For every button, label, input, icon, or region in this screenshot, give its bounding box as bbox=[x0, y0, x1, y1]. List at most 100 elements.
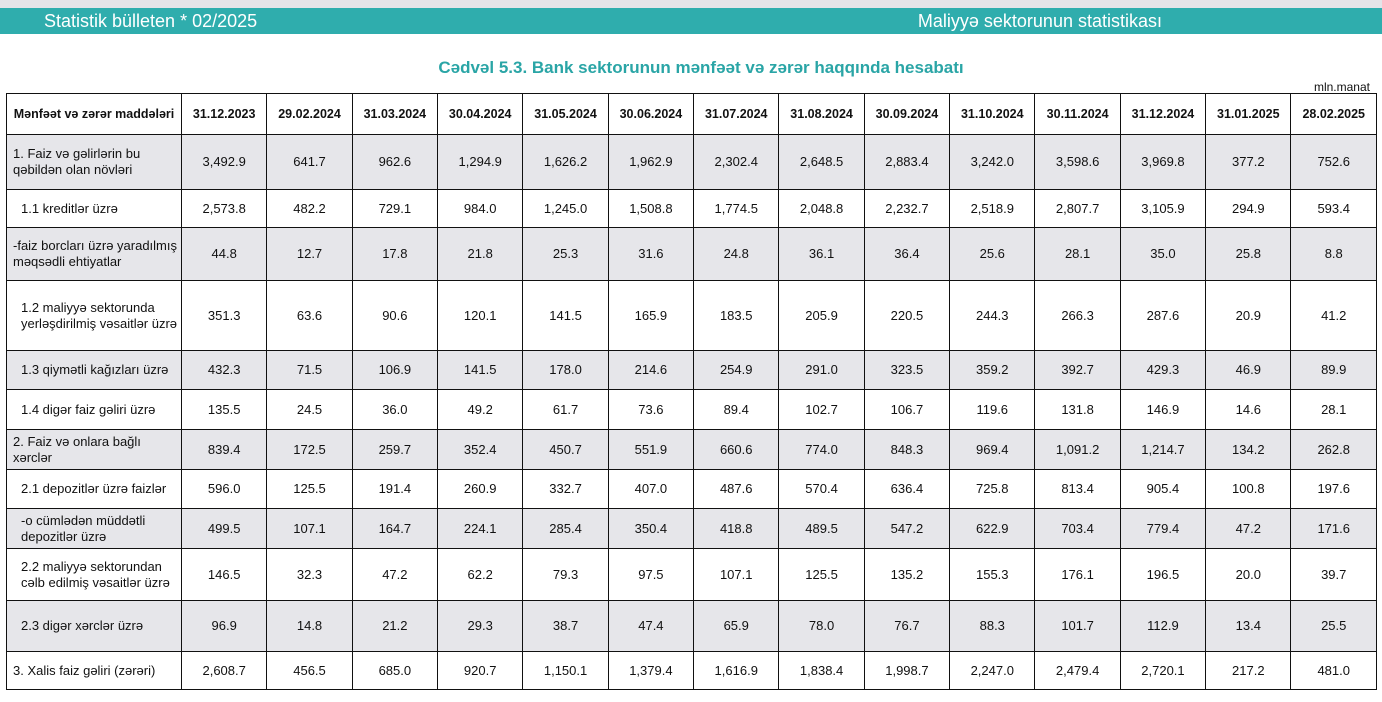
table-cell: 134.2 bbox=[1205, 429, 1292, 470]
table-cell: 79.3 bbox=[522, 548, 609, 601]
table-cell: 146.5 bbox=[180, 548, 268, 601]
table-cell: 407.0 bbox=[607, 469, 695, 509]
table-cell: 962.6 bbox=[351, 134, 439, 190]
profit-loss-table: Mənfəət və zərər maddələri 31.12.2023 29.… bbox=[6, 93, 1377, 690]
column-header-date: 31.05.2024 bbox=[522, 93, 609, 135]
table-cell: 20.0 bbox=[1205, 548, 1292, 601]
table-cell: 71.5 bbox=[266, 350, 353, 390]
table-cell: 224.1 bbox=[437, 508, 524, 549]
table-cell: 1,091.2 bbox=[1034, 429, 1121, 470]
column-header-date: 30.06.2024 bbox=[607, 93, 695, 135]
table-cell: 96.9 bbox=[180, 600, 268, 652]
table-cell: 2,648.5 bbox=[778, 134, 865, 190]
table-cell: 178.0 bbox=[522, 350, 609, 390]
table-cell: 29.3 bbox=[437, 600, 524, 652]
table-cell: 291.0 bbox=[778, 350, 865, 390]
table-cell: 214.6 bbox=[607, 350, 695, 390]
table-cell: 125.5 bbox=[778, 548, 865, 601]
table-cell: 112.9 bbox=[1119, 600, 1207, 652]
table-cell: 14.8 bbox=[266, 600, 353, 652]
table-cell: 21.2 bbox=[351, 600, 439, 652]
table-cell: 76.7 bbox=[863, 600, 951, 652]
row-label: -o cümlədən müddətli depozitlər üzrə bbox=[6, 508, 182, 549]
table-cell: 323.5 bbox=[863, 350, 951, 390]
row-label: 2.3 digər xərclər üzrə bbox=[6, 600, 182, 652]
table-cell: 1,998.7 bbox=[863, 651, 951, 690]
column-header-date: 28.02.2025 bbox=[1290, 93, 1377, 135]
table-cell: 131.8 bbox=[1034, 389, 1121, 430]
table-cell: 260.9 bbox=[437, 469, 524, 509]
table-cell: 392.7 bbox=[1034, 350, 1121, 390]
table-cell: 813.4 bbox=[1034, 469, 1121, 509]
table-cell: 1,294.9 bbox=[437, 134, 524, 190]
table-cell: 570.4 bbox=[778, 469, 865, 509]
table-cell: 622.9 bbox=[949, 508, 1036, 549]
column-header-date: 31.08.2024 bbox=[778, 93, 865, 135]
table-cell: 141.5 bbox=[437, 350, 524, 390]
header-row: Mənfəət və zərər maddələri 31.12.2023 29.… bbox=[6, 93, 1377, 135]
table-cell: 1,616.9 bbox=[693, 651, 780, 690]
table-cell: 1,508.8 bbox=[607, 189, 695, 228]
table-cell: 3,598.6 bbox=[1034, 134, 1121, 190]
table-row: -o cümlədən müddətli depozitlər üzrə 499.… bbox=[6, 508, 1377, 549]
table-cell: 2,232.7 bbox=[863, 189, 951, 228]
section-title: Maliyyə sektorunun statistikası bbox=[917, 11, 1162, 31]
table-cell: 432.3 bbox=[180, 350, 268, 390]
row-label: 1.1 kreditlər üzrə bbox=[6, 189, 182, 228]
table-cell: 593.4 bbox=[1290, 189, 1377, 228]
table-cell: 220.5 bbox=[863, 280, 951, 351]
table-cell: 44.8 bbox=[180, 227, 268, 281]
table-cell: 2,479.4 bbox=[1034, 651, 1121, 690]
table-cell: 41.2 bbox=[1290, 280, 1377, 351]
row-label: 1. Faiz və gəlirlərin bu qəbildən olan n… bbox=[6, 134, 182, 190]
table-cell: 2,247.0 bbox=[949, 651, 1036, 690]
table-cell: 47.2 bbox=[351, 548, 439, 601]
table-cell: 25.5 bbox=[1290, 600, 1377, 652]
table-cell: 21.8 bbox=[437, 227, 524, 281]
column-header-date: 31.12.2024 bbox=[1119, 93, 1207, 135]
header-banner: Statistik bülleten * 02/2025 Maliyyə sek… bbox=[0, 8, 1382, 34]
table-cell: 244.3 bbox=[949, 280, 1036, 351]
table-cell: 63.6 bbox=[266, 280, 353, 351]
table-cell: 359.2 bbox=[949, 350, 1036, 390]
table-row: 1. Faiz və gəlirlərin bu qəbildən olan n… bbox=[6, 134, 1377, 190]
row-label: 2. Faiz və onlara bağlı xərclər bbox=[6, 429, 182, 470]
table-cell: 135.5 bbox=[180, 389, 268, 430]
table-cell: 774.0 bbox=[778, 429, 865, 470]
table-cell: 2,720.1 bbox=[1119, 651, 1207, 690]
column-header-date: 30.04.2024 bbox=[437, 93, 524, 135]
table-cell: 259.7 bbox=[351, 429, 439, 470]
table-cell: 254.9 bbox=[693, 350, 780, 390]
table-cell: 46.9 bbox=[1205, 350, 1292, 390]
table-cell: 2,608.7 bbox=[180, 651, 268, 690]
row-label: 1.2 maliyyə sektorunda yerləşdirilmiş və… bbox=[6, 280, 182, 351]
table-cell: 125.5 bbox=[266, 469, 353, 509]
row-label: 2.1 depozitlər üzrə faizlər bbox=[6, 469, 182, 509]
table-cell: 456.5 bbox=[266, 651, 353, 690]
table-cell: 25.8 bbox=[1205, 227, 1292, 281]
table-row: 2.3 digər xərclər üzrə 96.9 14.8 21.2 29.3 38… bbox=[6, 600, 1377, 652]
table-cell: 191.4 bbox=[351, 469, 439, 509]
table-cell: 196.5 bbox=[1119, 548, 1207, 601]
table-cell: 172.5 bbox=[266, 429, 353, 470]
table-cell: 487.6 bbox=[693, 469, 780, 509]
table-cell: 39.7 bbox=[1290, 548, 1377, 601]
table-row: 1.2 maliyyə sektorunda yerləşdirilmiş və… bbox=[6, 280, 1377, 351]
table-cell: 100.8 bbox=[1205, 469, 1292, 509]
table-cell: 89.9 bbox=[1290, 350, 1377, 390]
table-cell: 352.4 bbox=[437, 429, 524, 470]
table-cell: 97.5 bbox=[607, 548, 695, 601]
table-cell: 28.1 bbox=[1290, 389, 1377, 430]
table-cell: 3,492.9 bbox=[180, 134, 268, 190]
table-cell: 1,626.2 bbox=[522, 134, 609, 190]
table-cell: 551.9 bbox=[607, 429, 695, 470]
table-cell: 164.7 bbox=[351, 508, 439, 549]
table-cell: 73.6 bbox=[607, 389, 695, 430]
table-cell: 24.8 bbox=[693, 227, 780, 281]
table-cell: 2,807.7 bbox=[1034, 189, 1121, 228]
table-cell: 3,969.8 bbox=[1119, 134, 1207, 190]
bulletin-title: Statistik bülleten * 02/2025 bbox=[44, 11, 258, 31]
table-cell: 596.0 bbox=[180, 469, 268, 509]
table-cell: 839.4 bbox=[180, 429, 268, 470]
table-cell: 969.4 bbox=[949, 429, 1036, 470]
